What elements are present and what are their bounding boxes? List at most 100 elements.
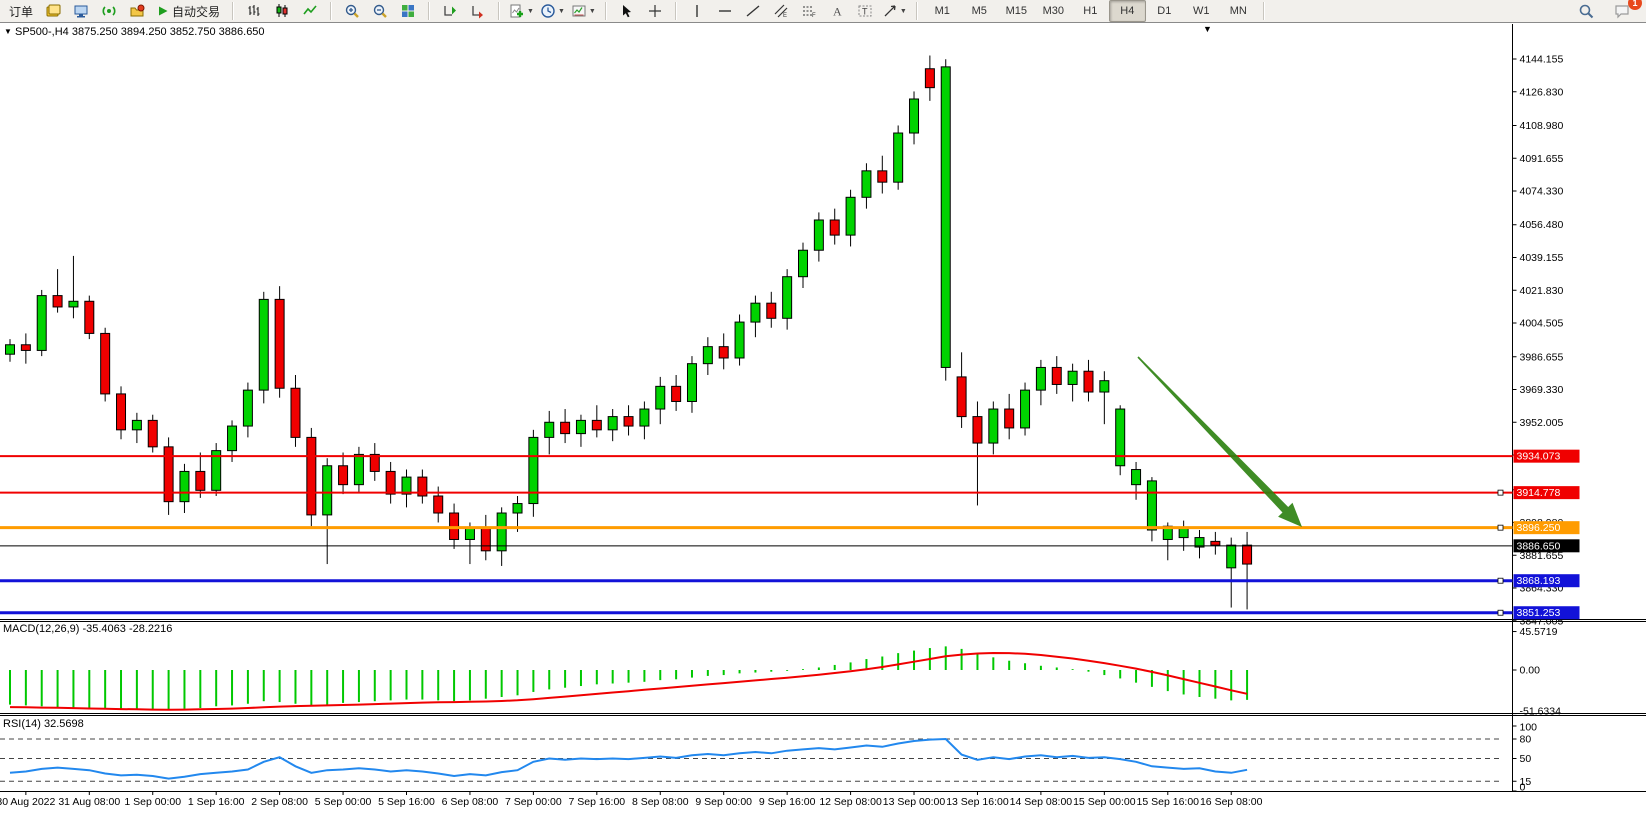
svg-text:31 Aug 08:00: 31 Aug 08:00 — [58, 796, 120, 808]
new-order-button[interactable]: 订单 — [9, 4, 34, 19]
channel-icon: E — [774, 4, 788, 19]
zoom-out-button[interactable] — [366, 0, 394, 22]
crosshair-icon — [648, 5, 661, 17]
timeframe-M15[interactable]: M15 — [1005, 5, 1027, 17]
svg-text:1 Sep 16:00: 1 Sep 16:00 — [188, 796, 245, 808]
auto-scroll-icon — [444, 6, 457, 16]
price-chart[interactable]: 4144.155 4126.830 4108.980 4091.655 4074.330… — [0, 24, 1646, 815]
history-center-button[interactable] — [123, 0, 151, 22]
templates-icon — [572, 5, 586, 17]
svg-text:4056.480: 4056.480 — [1520, 219, 1564, 231]
svg-text:4126.830: 4126.830 — [1520, 86, 1564, 98]
indicators-button[interactable]: ▼ — [506, 0, 537, 22]
notification-badge: 1 — [1628, 0, 1642, 10]
svg-text:3914.778: 3914.778 — [1517, 487, 1561, 499]
svg-text:3881.655: 3881.655 — [1520, 550, 1564, 562]
chat-icon — [1615, 5, 1629, 19]
crosshair-tool[interactable] — [641, 0, 669, 22]
tile-windows-button[interactable] — [394, 0, 422, 22]
timeframe-H4[interactable]: H4 — [1108, 0, 1146, 22]
periods-icon — [541, 4, 555, 18]
text-icon: A — [833, 5, 842, 19]
chevron-down-icon: ▼ — [588, 7, 596, 15]
svg-text:3952.005: 3952.005 — [1520, 417, 1564, 429]
fibonacci-tool[interactable]: F — [795, 0, 823, 22]
auto-scroll-button[interactable] — [436, 0, 464, 22]
timeframe-M1[interactable]: M1 — [934, 5, 950, 17]
svg-text:4108.980: 4108.980 — [1520, 120, 1564, 132]
trendline-tool[interactable] — [739, 0, 767, 22]
candlestick-chart-button[interactable] — [268, 0, 296, 22]
search-button[interactable] — [1572, 0, 1600, 22]
svg-text:16 Sep 08:00: 16 Sep 08:00 — [1200, 796, 1263, 808]
bar-chart-button[interactable] — [240, 0, 268, 22]
svg-text:3986.655: 3986.655 — [1520, 351, 1564, 363]
svg-text:15: 15 — [1520, 776, 1532, 788]
autotrading-label: 自动交易 — [172, 4, 221, 19]
candles — [5, 55, 1253, 610]
toolbar-separator — [915, 2, 918, 20]
svg-text:15 Sep 00:00: 15 Sep 00:00 — [1073, 796, 1136, 808]
chevron-down-icon: ▼ — [527, 7, 534, 15]
svg-text:2 Sep 08:00: 2 Sep 08:00 — [251, 796, 308, 808]
indicators-icon — [510, 4, 524, 18]
candlestick-chart-icon — [276, 4, 288, 17]
horizontal-line-icon — [718, 10, 731, 12]
toolbar-separator — [330, 2, 333, 20]
timeframe-W1[interactable]: W1 — [1193, 5, 1210, 17]
vertical-line-tool[interactable] — [683, 0, 711, 22]
svg-text:3969.330: 3969.330 — [1520, 384, 1564, 396]
shapes-icon — [884, 5, 896, 17]
svg-text:E: E — [783, 13, 787, 19]
svg-text:30 Aug 2022: 30 Aug 2022 — [0, 796, 56, 808]
svg-text:14 Sep 08:00: 14 Sep 08:00 — [1010, 796, 1073, 808]
line-chart-icon — [303, 5, 317, 15]
periods-button[interactable]: ▼ — [537, 0, 568, 22]
market-watch-button[interactable] — [67, 0, 95, 22]
signals-icon — [102, 6, 116, 16]
chart-shift-icon — [472, 6, 484, 19]
svg-text:4021.830: 4021.830 — [1520, 285, 1564, 297]
macd-indicator — [9, 646, 1249, 711]
timeframe-M5[interactable]: M5 — [971, 5, 987, 17]
zoom-in-button[interactable] — [338, 0, 366, 22]
channel-tool[interactable]: E — [767, 0, 795, 22]
chart-area[interactable]: 4144.155 4126.830 4108.980 4091.655 4074.330… — [0, 24, 1646, 815]
text-tool[interactable]: A — [823, 0, 851, 22]
svg-text:12 Sep 08:00: 12 Sep 08:00 — [819, 796, 882, 808]
toolbar-separator — [1262, 2, 1265, 20]
svg-text:F: F — [812, 13, 816, 19]
templates-button[interactable]: ▼ — [568, 0, 599, 22]
data-window-button[interactable] — [39, 0, 67, 22]
vertical-line-icon — [696, 5, 698, 17]
svg-text:0.00: 0.00 — [1520, 665, 1541, 677]
notifications-button[interactable]: 1 — [1608, 0, 1642, 22]
label-icon: T — [858, 5, 872, 17]
signals-button[interactable] — [95, 0, 123, 22]
svg-text:5 Sep 00:00: 5 Sep 00:00 — [315, 796, 372, 808]
svg-text:4039.155: 4039.155 — [1520, 252, 1564, 264]
shapes-tool[interactable]: ▼ — [879, 0, 910, 22]
svg-text:-51.6334: -51.6334 — [1520, 706, 1562, 718]
price-axis: 4144.155 4126.830 4108.980 4091.655 4074.330… — [1512, 54, 1580, 627]
toolbar-separator — [232, 2, 235, 20]
cursor-tool[interactable] — [613, 0, 641, 22]
svg-text:7 Sep 16:00: 7 Sep 16:00 — [568, 796, 625, 808]
svg-text:4091.655: 4091.655 — [1520, 153, 1564, 165]
autotrading-button[interactable]: 自动交易 — [151, 0, 226, 22]
chart-frame — [0, 24, 1646, 792]
svg-text:45.5719: 45.5719 — [1520, 626, 1558, 638]
svg-text:80: 80 — [1520, 734, 1532, 746]
svg-text:13 Sep 16:00: 13 Sep 16:00 — [946, 796, 1009, 808]
timeframe-D1[interactable]: D1 — [1157, 5, 1172, 17]
timeframe-MN[interactable]: MN — [1229, 5, 1247, 17]
chart-shift-button[interactable] — [464, 0, 492, 22]
label-tool[interactable]: T — [851, 0, 879, 22]
play-icon — [159, 6, 168, 16]
horizontal-line-tool[interactable] — [711, 0, 739, 22]
line-chart-button[interactable] — [296, 0, 324, 22]
timeframe-H1[interactable]: H1 — [1083, 5, 1098, 17]
svg-text:3896.250: 3896.250 — [1517, 522, 1561, 534]
timeframe-M30[interactable]: M30 — [1042, 5, 1064, 17]
